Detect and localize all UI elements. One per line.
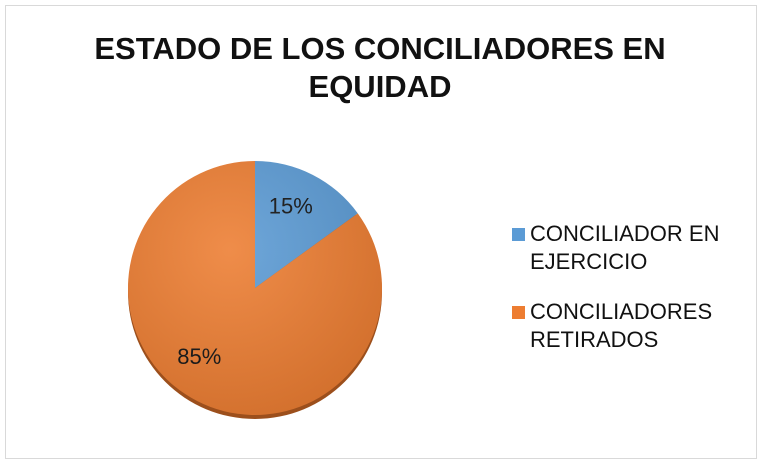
chart-title: ESTADO DE LOS CONCILIADORES EN EQUIDAD xyxy=(94,31,666,104)
data-label: 15% xyxy=(269,194,313,219)
legend-label: CONCILIADOR EN EJERCICIO xyxy=(530,221,720,274)
legend-swatch xyxy=(512,228,525,241)
chart-frame xyxy=(5,5,757,459)
data-label: 85% xyxy=(177,344,221,369)
legend-label: CONCILIADORES RETIRADOS xyxy=(530,299,713,352)
legend-swatch xyxy=(512,306,525,319)
